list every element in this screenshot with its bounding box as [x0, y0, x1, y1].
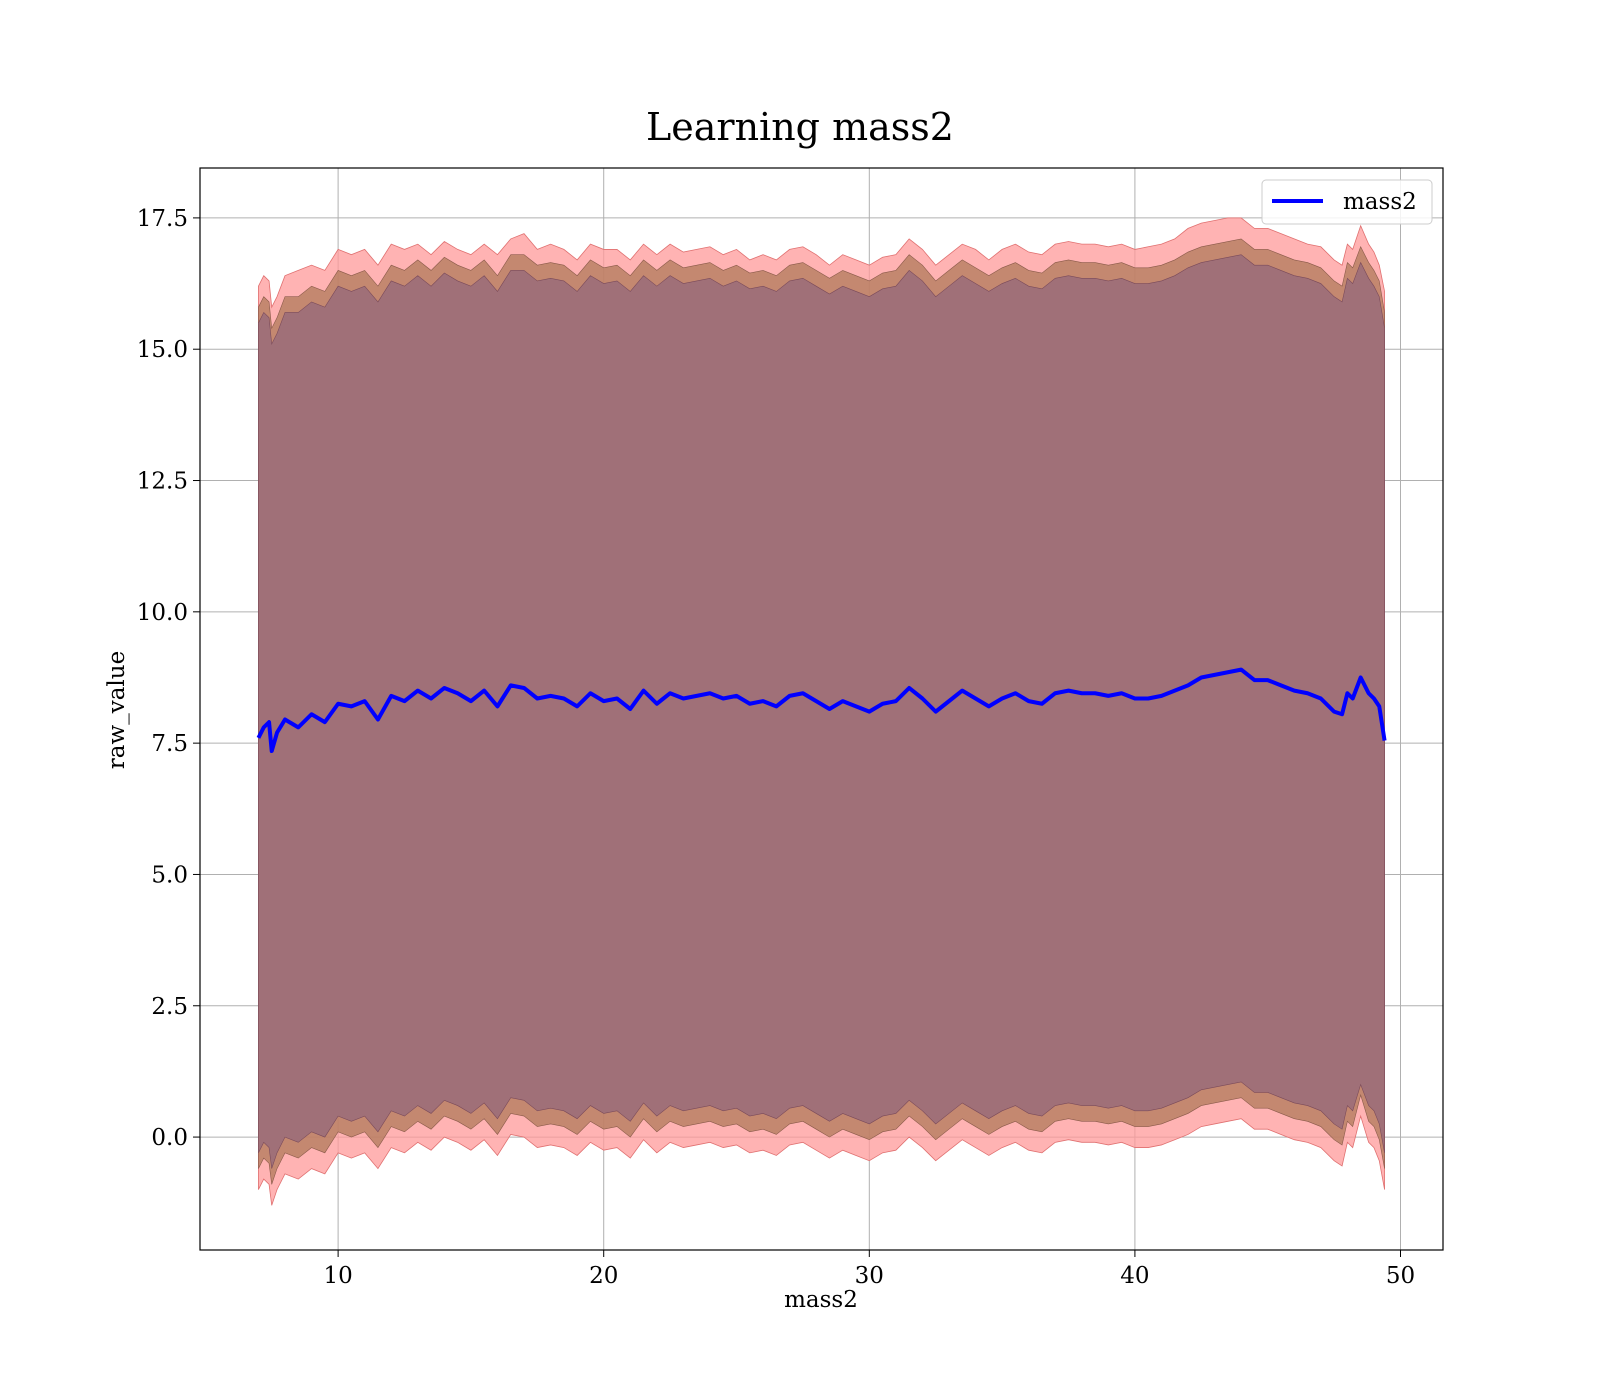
- band-layer: [258, 217, 1385, 1206]
- y-tick-label: 0.0: [151, 1125, 188, 1151]
- y-tick-label: 15.0: [137, 337, 188, 363]
- y-tick-label: 2.5: [151, 994, 188, 1020]
- legend-box: [1261, 179, 1433, 225]
- chart-title: Learning mass2: [646, 105, 954, 149]
- x-tick-label: 20: [589, 1263, 618, 1289]
- y-tick-label: 12.5: [137, 469, 188, 495]
- x-tick-label: 50: [1386, 1263, 1415, 1289]
- legend: mass2: [1261, 179, 1433, 225]
- ticks: 10 20 30 40 50 0.0 2.5 5.0 7.5 10.0 12.5 15.0 17.5: [137, 206, 1415, 1289]
- x-axis-label: mass2: [784, 1287, 858, 1313]
- y-tick-label: 5.0: [151, 862, 188, 888]
- y-tick-label: 7.5: [151, 731, 188, 757]
- y-axis-label: raw_value: [104, 651, 130, 769]
- band-core: [258, 254, 1385, 1169]
- series-line-mass2: [256, 667, 1387, 754]
- x-tick-label: 10: [323, 1263, 352, 1289]
- legend-label-mass2: mass2: [1343, 189, 1417, 215]
- x-tick-label: 30: [855, 1263, 884, 1289]
- x-tick-label: 40: [1120, 1263, 1149, 1289]
- plot-area-frame: [199, 167, 1444, 1251]
- y-tick-label: 17.5: [137, 206, 188, 232]
- line-layer: [256, 667, 1387, 754]
- y-tick-label: 10.0: [137, 600, 188, 626]
